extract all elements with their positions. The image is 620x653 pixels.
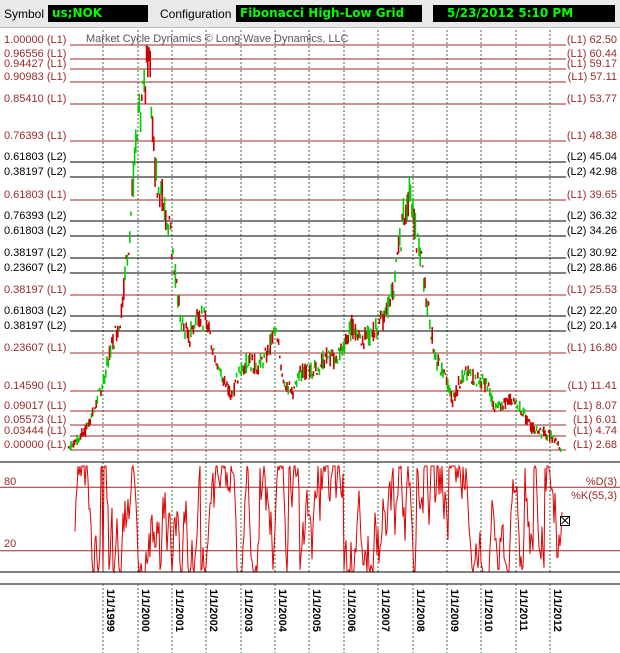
level-label-right: (L1) 16.80: [567, 342, 617, 354]
level-label-right: (L1) 6.01: [573, 414, 617, 426]
level-label-left: 0.38197 (L1): [4, 284, 66, 296]
x-tick-label: 1/1/2000: [139, 589, 151, 632]
x-tick-label: 1/1/2008: [414, 589, 426, 632]
level-label-right: (L1) 57.11: [568, 71, 617, 83]
x-tick-label: 1/1/2001: [173, 589, 185, 632]
level-label-left: 0.03444 (L1): [4, 425, 66, 437]
x-tick-label: 1/1/2012: [551, 589, 563, 632]
x-tick-label: 1/1/2007: [379, 589, 391, 632]
configuration-label: Configuration: [160, 7, 232, 21]
level-label-right: (L2) 30.92: [567, 247, 617, 259]
x-tick-label: 1/1/2004: [276, 589, 288, 633]
level-label-left: 0.38197 (L2): [4, 247, 66, 259]
legend-k553: %K(55,3): [571, 490, 617, 502]
level-label-right: (L2) 45.04: [567, 151, 617, 163]
chart-title: Market Cycle Dynamics © Long Wave Dynami…: [86, 33, 349, 45]
level-label-left: 0.90983 (L1): [4, 71, 66, 83]
level-label-left: 0.38197 (L2): [4, 166, 66, 178]
x-tick-label: 1/1/2005: [310, 589, 322, 632]
x-tick-label: 1/1/2002: [207, 589, 219, 632]
level-label-left: 0.61803 (L2): [4, 151, 66, 163]
level-label-left: 0.00000 (L1): [4, 439, 66, 451]
symbol-label: Symbol: [4, 7, 45, 21]
year-gridlines: [102, 30, 551, 572]
x-tick-label: 1/1/2009: [448, 589, 460, 632]
level-label-left: 0.94427 (L1): [4, 58, 66, 70]
level-label-left: 0.61803 (L1): [4, 189, 66, 201]
osc-tick-80: 80: [4, 476, 16, 488]
level-label-right: (L1) 53.77: [567, 93, 617, 105]
fibonacci-levels: 1.00000 (L1) (L1) 62.50 0.96556 (L1) (L1) 6…: [0, 34, 620, 463]
x-tick-label: 1/1/2010: [482, 589, 494, 632]
level-label-right: (L2) 36.32: [567, 210, 617, 222]
level-label-left: 0.76393 (L1): [4, 130, 66, 142]
level-label-left: 1.00000 (L1): [4, 34, 66, 46]
x-tick-label: 1/1/2006: [345, 589, 357, 632]
level-label-right: (L2) 42.98: [567, 166, 617, 178]
x-tick-label: 1/1/2003: [242, 589, 254, 632]
level-label-left: 0.61803 (L2): [4, 225, 66, 237]
level-label-left: 0.96556 (L1): [4, 48, 66, 60]
level-label-right: (L2) 20.14: [567, 320, 617, 332]
legend-d3: %D(3): [586, 476, 617, 488]
level-label-right: (L1) 4.74: [573, 425, 617, 437]
level-label-left: 0.09017 (L1): [4, 400, 66, 412]
level-label-left: 0.85410 (L1): [4, 93, 66, 105]
price-bars: [67, 45, 562, 452]
level-label-right: (L1) 11.41: [568, 380, 617, 392]
timestamp-field: 5/23/2012 5:10 PM: [433, 5, 615, 22]
level-label-right: (L1) 60.44: [567, 48, 617, 60]
level-label-right: (L2) 28.86: [567, 262, 617, 274]
level-label-left: 0.61803 (L2): [4, 305, 66, 317]
level-label-left: 0.38197 (L2): [4, 320, 66, 332]
level-label-right: (L1) 25.53: [567, 284, 617, 296]
stochastic-line: [74, 464, 563, 574]
level-label-right: (L2) 34.26: [567, 225, 617, 237]
close-icon[interactable]: [560, 516, 570, 526]
stochastic-oscillator: [0, 464, 620, 574]
level-label-left: 0.76393 (L2): [4, 210, 66, 222]
level-label-right: (L2) 22.20: [567, 305, 617, 317]
toolbar: Symbol us;NOK Configuration Fibonacci Hi…: [0, 0, 620, 28]
level-label-right: (L1) 59.17: [567, 58, 617, 70]
level-label-right: (L1) 8.07: [573, 400, 617, 412]
level-label-left: 0.23607 (L2): [4, 262, 66, 274]
x-tick-label: 1/1/1999: [104, 589, 116, 632]
level-label-right: (L1) 62.50: [567, 34, 617, 46]
level-label-left: 0.23607 (L1): [4, 342, 66, 354]
level-label-left: 0.05573 (L1): [4, 414, 66, 426]
osc-tick-20: 20: [4, 538, 16, 550]
level-label-left: 0.14590 (L1): [4, 380, 66, 392]
x-tick-label: 1/1/2011: [517, 589, 529, 631]
symbol-field[interactable]: us;NOK: [48, 5, 148, 22]
level-label-right: (L1) 48.38: [567, 130, 617, 142]
level-label-right: (L1) 39.65: [567, 189, 617, 201]
x-axis: 1/1/1999 1/1/2000 1/1/2001 1/1/2002 1/1/2003…: [0, 583, 620, 653]
level-label-right: (L1) 2.68: [573, 439, 617, 451]
configuration-field[interactable]: Fibonacci High-Low Grid: [236, 5, 422, 22]
